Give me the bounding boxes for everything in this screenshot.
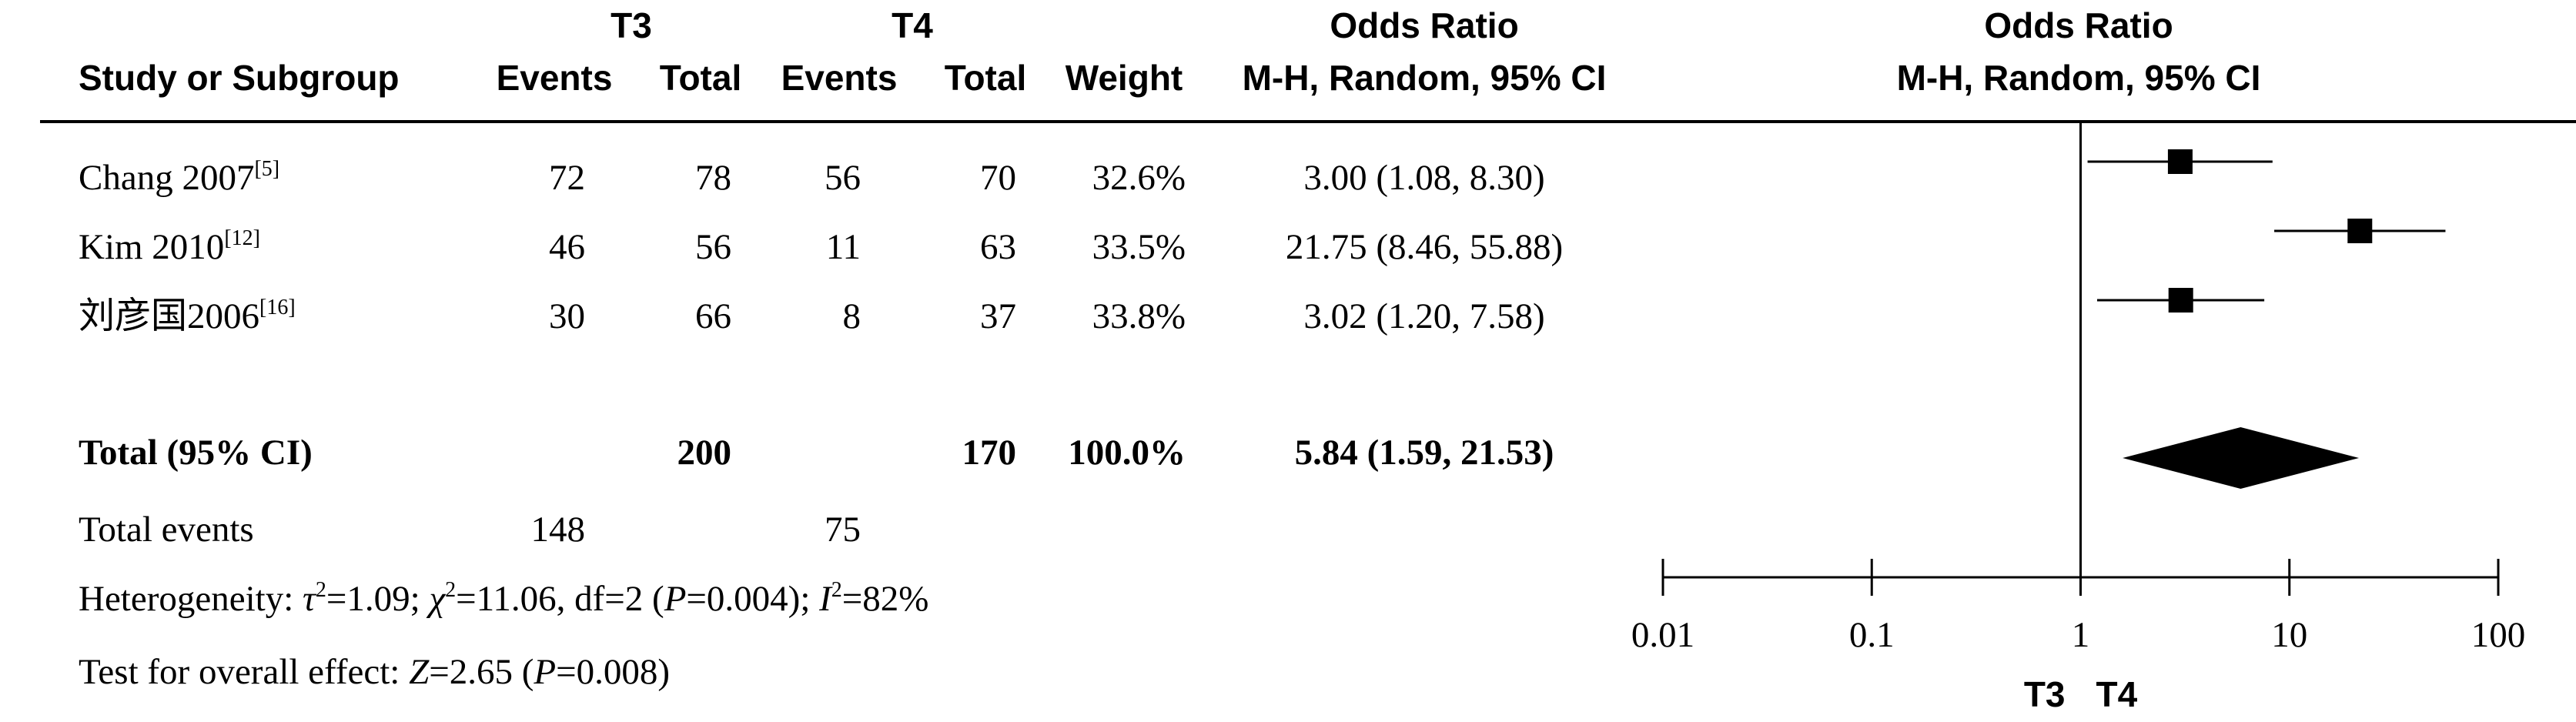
favours-right-label: T4 (2096, 674, 2138, 714)
study-point (2168, 149, 2193, 174)
study-point (2169, 288, 2193, 313)
x-tick-label: 10 (2271, 615, 2307, 655)
x-tick-label: 1 (2072, 615, 2090, 655)
study-point (2347, 219, 2372, 243)
x-tick-label: 100 (2471, 615, 2526, 655)
x-tick-label: 0.1 (1849, 615, 1895, 655)
pooled-diamond (2123, 427, 2359, 489)
x-tick-label: 0.01 (1631, 615, 1694, 655)
favours-left-label: T3 (2024, 674, 2066, 714)
